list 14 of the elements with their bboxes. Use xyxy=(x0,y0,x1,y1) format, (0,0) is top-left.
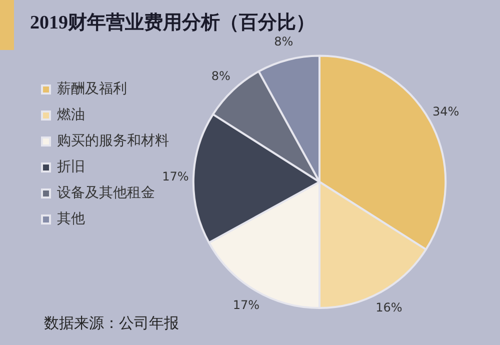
legend-label: 薪酬及福利 xyxy=(57,81,127,98)
data-label: 8% xyxy=(274,34,294,48)
data-label: 17% xyxy=(232,298,260,312)
legend-label: 燃油 xyxy=(57,107,85,124)
legend-label: 折旧 xyxy=(57,159,85,176)
data-label: 34% xyxy=(432,104,460,119)
data-label: 17% xyxy=(162,170,189,184)
legend-label: 其他 xyxy=(57,211,85,228)
chart-title: 2019财年营业费用分析（百分比） xyxy=(30,11,315,34)
data-label: 8% xyxy=(211,68,230,83)
data-label: 16% xyxy=(376,300,402,314)
legend-label: 购买的服务和材料 xyxy=(57,133,169,150)
legend-label: 设备及其他租金 xyxy=(57,185,155,202)
source-note: 数据来源：公司年报 xyxy=(44,314,179,333)
